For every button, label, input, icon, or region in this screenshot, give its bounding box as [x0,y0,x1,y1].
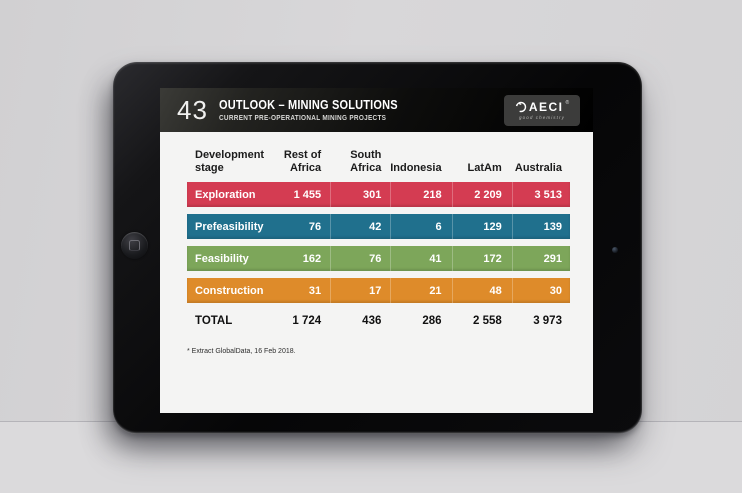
row-label: Exploration [195,188,256,201]
tablet-screen: 43 OUTLOOK – MINING SOLUTIONS CURRENT PR… [160,88,593,413]
cell-value: 21 [429,284,442,297]
slide-header: 43 OUTLOOK – MINING SOLUTIONS CURRENT PR… [160,88,593,132]
table-row-exploration: Exploration 1 455 301 218 2 209 3 513 [187,182,570,207]
cell-value: 218 [423,188,442,201]
cell-value: 31 [308,284,322,297]
cell-value: 42 [369,220,382,233]
home-button-icon [129,240,140,251]
slide-subtitle: CURRENT PRE-OPERATIONAL MINING PROJECTS [219,115,387,122]
cell-value: 162 [302,252,322,265]
tablet-device: 43 OUTLOOK – MINING SOLUTIONS CURRENT PR… [113,62,642,434]
table-row-prefeasibility: Prefeasibility 76 42 6 129 139 [187,214,570,239]
total-value: 1 724 [292,315,322,327]
column-header-indonesia: Indonesia [390,162,442,174]
column-header-south-africa: South Africa [350,149,382,174]
total-value: 2 558 [472,315,502,327]
slide-page-number: 43 [177,94,208,125]
row-label: Feasibility [195,252,249,265]
cell-value: 301 [363,188,382,201]
total-label: TOTAL [195,315,233,327]
cell-value: 129 [483,220,502,233]
cell-value: 6 [435,220,442,233]
total-value: 286 [422,315,442,327]
source-footnote: * Extract GlobalData, 16 Feb 2018. [187,348,296,355]
table-row-feasibility: Feasibility 162 76 41 172 291 [187,246,570,271]
aeci-logo-wordmark: AECI [528,100,564,114]
row-label: Construction [195,284,264,297]
cell-value: 76 [308,220,322,233]
total-value: 436 [362,315,382,327]
cell-value: 41 [429,252,442,265]
cell-value: 291 [543,252,562,265]
cell-value: 1 455 [293,188,322,201]
slide-body: Development stage Rest of Africa South A… [160,149,593,355]
cell-value: 3 513 [534,188,562,201]
row-label: Prefeasibility [195,220,264,233]
column-header-australia: Australia [514,162,562,174]
column-header-rest-of-africa: Rest of Africa [283,149,322,174]
total-value: 3 973 [533,315,562,327]
table-row-total: TOTAL 1 724 436 286 2 558 3 973 [187,315,570,327]
table-row-construction: Construction 31 17 21 48 30 [187,278,570,303]
cell-value: 172 [483,252,502,265]
cell-value: 76 [369,252,382,265]
registered-mark: ® [565,100,570,106]
slide-title-block: OUTLOOK – MINING SOLUTIONS CURRENT PRE-O… [219,98,422,122]
cell-value: 30 [549,284,562,297]
front-camera [612,247,618,253]
aeci-logo-mark-icon [515,101,527,113]
column-header-latam: LatAm [467,162,502,174]
home-button[interactable] [121,232,148,259]
aeci-logo: AECI ® good chemistry [504,94,580,126]
cell-value: 139 [543,220,562,233]
cell-value: 17 [369,284,382,297]
table-header-row: Development stage Rest of Africa South A… [187,149,570,182]
column-header-development-stage: Development stage [195,149,265,174]
cell-value: 48 [489,284,502,297]
slide-title: OUTLOOK – MINING SOLUTIONS [219,98,398,112]
aeci-logo-tagline: good chemistry [519,115,565,120]
cell-value: 2 209 [474,188,502,201]
